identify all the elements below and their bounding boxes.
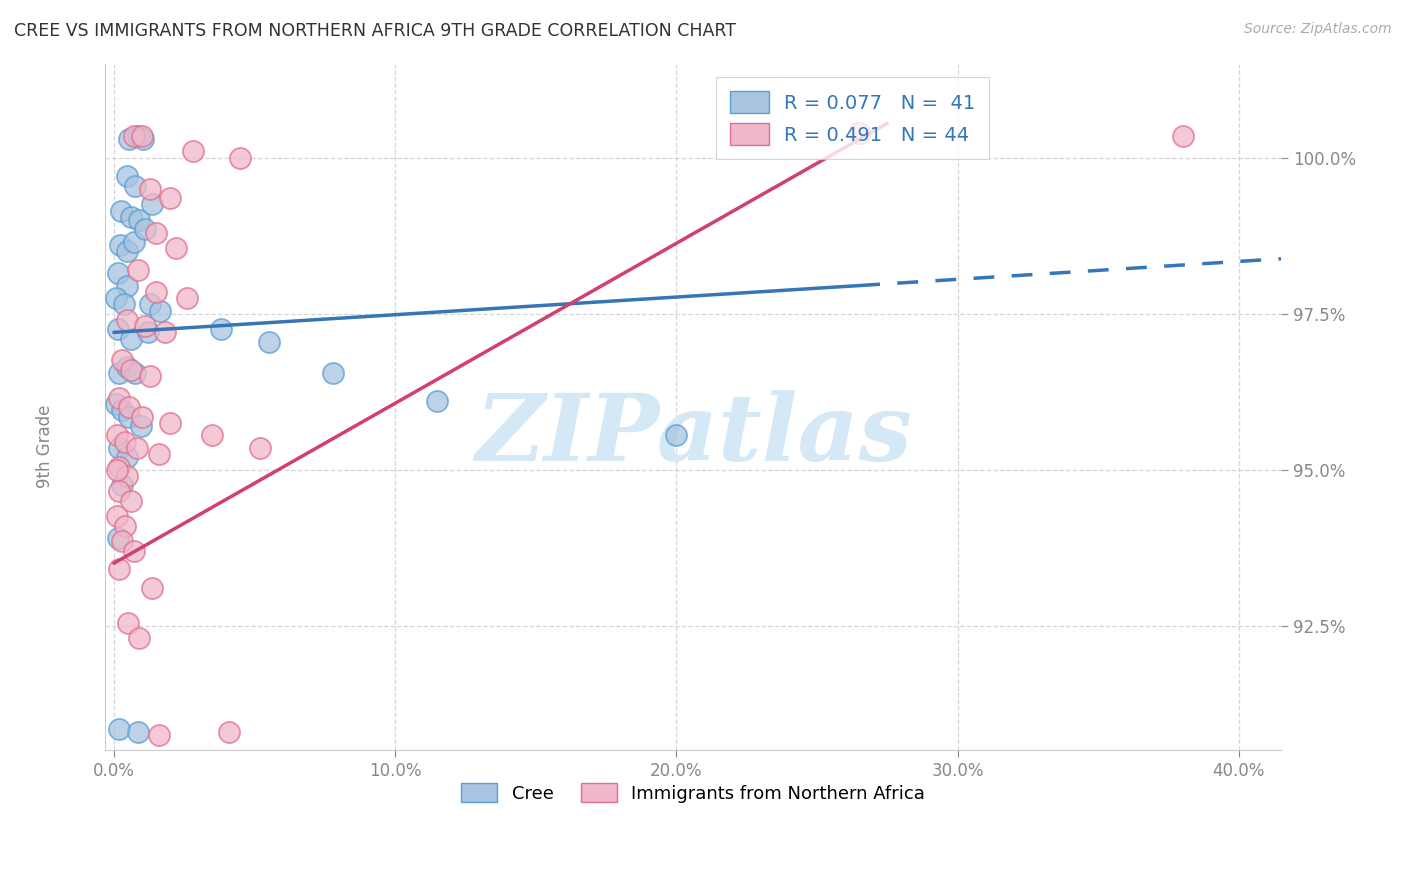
Point (159, 416, 181, 430)
Point (108, 459, 131, 474)
Point (181, 145, 204, 159)
Point (114, 434, 136, 449)
Point (139, 182, 162, 196)
Point (105, 509, 128, 524)
Point (118, 401, 141, 415)
Point (105, 463, 128, 477)
Point (111, 478, 134, 492)
Point (108, 366, 131, 380)
Point (111, 403, 134, 417)
Point (108, 722, 131, 736)
Point (139, 369, 162, 384)
Point (141, 581, 163, 595)
Point (148, 447, 170, 461)
Point (149, 303, 172, 318)
Point (112, 297, 135, 311)
Point (117, 469, 139, 483)
Point (145, 285, 167, 299)
Point (111, 534, 134, 549)
Point (118, 409, 141, 424)
Point (120, 493, 142, 508)
Point (110, 203, 132, 218)
Point (108, 484, 131, 499)
Text: CREE VS IMMIGRANTS FROM NORTHERN AFRICA 9TH GRADE CORRELATION CHART: CREE VS IMMIGRANTS FROM NORTHERN AFRICA … (14, 22, 737, 40)
Point (131, 128, 153, 143)
Point (1171, 128, 1194, 143)
Point (129, 419, 152, 434)
Point (120, 363, 142, 377)
Point (139, 297, 162, 311)
Point (136, 326, 159, 340)
Point (848, 126, 870, 140)
Point (114, 518, 136, 533)
Point (848, 126, 870, 140)
Point (128, 213, 150, 227)
Point (132, 132, 155, 146)
Point (249, 441, 271, 455)
Point (124, 366, 146, 380)
Point (176, 291, 198, 305)
Text: Source: ZipAtlas.com: Source: ZipAtlas.com (1244, 22, 1392, 37)
Point (122, 543, 145, 558)
Point (127, 724, 149, 739)
Point (115, 313, 138, 327)
Point (257, 334, 280, 349)
Point (165, 241, 187, 255)
Point (148, 728, 170, 742)
Point (229, 151, 252, 165)
Point (141, 197, 163, 211)
Point (120, 332, 142, 346)
Point (115, 278, 138, 293)
Point (134, 319, 156, 334)
Point (131, 409, 153, 424)
Point (115, 359, 138, 374)
Point (120, 210, 142, 224)
Point (111, 353, 134, 368)
Point (108, 441, 131, 455)
Point (108, 238, 131, 252)
Point (127, 263, 149, 277)
Point (122, 128, 145, 143)
Point (128, 631, 150, 645)
Point (105, 428, 128, 442)
Point (426, 394, 449, 409)
Point (108, 562, 131, 576)
Legend: Cree, Immigrants from Northern Africa: Cree, Immigrants from Northern Africa (454, 776, 932, 810)
Point (115, 244, 138, 259)
Point (117, 615, 139, 630)
Point (125, 441, 148, 455)
Point (127, 128, 149, 143)
Text: 9th Grade: 9th Grade (37, 404, 53, 488)
Point (209, 322, 232, 336)
Point (118, 132, 141, 146)
Text: ZIPatlas: ZIPatlas (475, 390, 911, 480)
Point (322, 366, 344, 380)
Point (665, 428, 688, 442)
Point (117, 450, 139, 465)
Point (115, 169, 138, 184)
Point (134, 222, 156, 236)
Point (124, 178, 146, 193)
Point (153, 326, 176, 340)
Point (122, 235, 145, 249)
Point (107, 531, 129, 545)
Point (145, 226, 167, 240)
Point (108, 391, 131, 405)
Point (159, 191, 181, 205)
Point (218, 724, 240, 739)
Point (107, 322, 129, 336)
Point (105, 291, 128, 305)
Point (105, 397, 128, 411)
Point (107, 266, 129, 280)
Point (201, 428, 224, 442)
